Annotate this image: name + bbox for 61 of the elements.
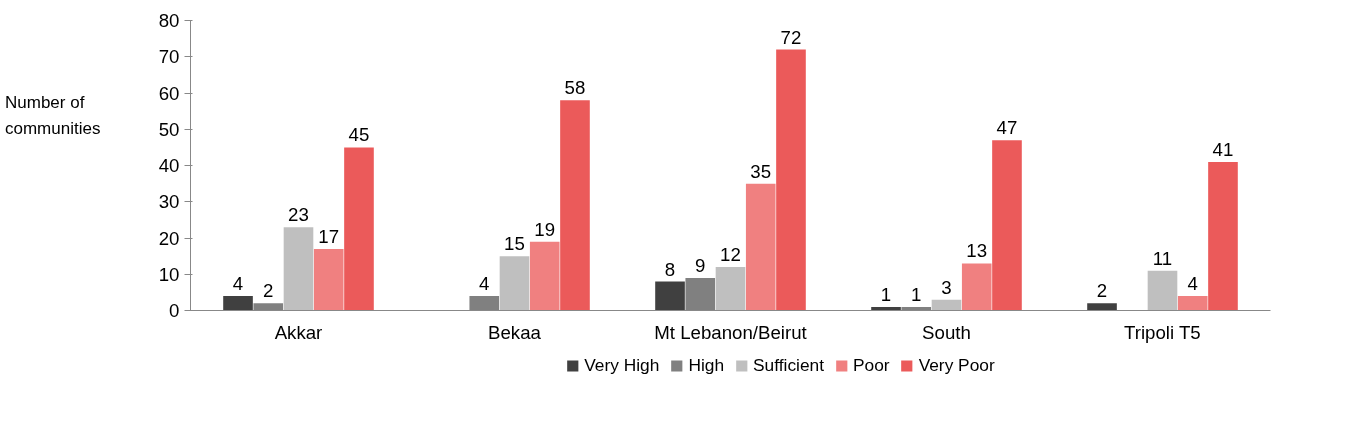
bar xyxy=(1177,296,1208,311)
y-tick-label: 70 xyxy=(158,46,180,68)
data-label: 35 xyxy=(750,160,772,182)
data-label: 11 xyxy=(1152,247,1173,269)
data-label: 12 xyxy=(720,244,741,265)
bar xyxy=(313,248,344,311)
data-label: 58 xyxy=(564,77,586,99)
x-tick-label: Akkar xyxy=(274,321,323,343)
bar xyxy=(715,267,746,311)
data-label: 4 xyxy=(232,273,244,294)
bar xyxy=(1087,303,1117,311)
data-label: 23 xyxy=(288,204,309,226)
data-label: 15 xyxy=(504,233,525,255)
y-tick-label: 50 xyxy=(158,118,180,140)
y-tick-label: 40 xyxy=(158,155,180,176)
y-tick-label: 0 xyxy=(169,300,180,321)
data-label: 13 xyxy=(966,240,988,262)
bar xyxy=(992,140,1022,311)
bar xyxy=(1208,161,1238,311)
bar xyxy=(283,227,314,311)
data-label: 9 xyxy=(695,254,706,276)
bar xyxy=(776,49,806,311)
data-label: 3 xyxy=(941,276,952,298)
bar xyxy=(499,256,530,311)
bar xyxy=(745,183,776,311)
y-axis-title: Number of communities xyxy=(5,92,101,140)
legend-label: High xyxy=(688,354,725,376)
data-label: 2 xyxy=(1096,280,1108,302)
y-tick-label: 10 xyxy=(158,263,180,285)
data-label: 72 xyxy=(780,26,802,48)
data-label: 1 xyxy=(880,283,892,305)
y-tick-label: 20 xyxy=(158,227,180,249)
legend-label: Very High xyxy=(584,354,660,376)
data-label: 45 xyxy=(348,124,370,146)
y-tick-label: 30 xyxy=(158,191,180,213)
data-label: 17 xyxy=(318,225,340,247)
x-tick-label: South xyxy=(922,321,971,343)
x-tick-label: Bekaa xyxy=(488,321,542,343)
y-tick-label: 80 xyxy=(158,10,180,31)
data-label: 19 xyxy=(534,218,556,240)
data-label: 2 xyxy=(263,280,274,302)
bar xyxy=(1147,270,1178,311)
bar xyxy=(931,299,962,311)
bar xyxy=(655,281,685,311)
data-label: 41 xyxy=(1212,138,1234,160)
x-tick-label: Tripoli T5 xyxy=(1123,321,1201,343)
data-label: 4 xyxy=(479,273,490,294)
bar xyxy=(529,241,560,311)
bar xyxy=(344,147,374,311)
data-label: 1 xyxy=(911,283,922,305)
legend-label: Poor xyxy=(853,354,890,376)
data-label: 8 xyxy=(664,258,676,280)
x-tick-label: Mt Lebanon/Beirut xyxy=(654,321,808,343)
bar xyxy=(223,296,253,311)
data-label: 47 xyxy=(996,117,1018,139)
bar xyxy=(560,100,590,311)
y-tick-label: 60 xyxy=(158,82,180,104)
legend-label: Sufficient xyxy=(753,354,825,376)
bar xyxy=(961,263,992,311)
legend-label: Very Poor xyxy=(918,354,995,376)
data-label: 4 xyxy=(1187,273,1198,294)
